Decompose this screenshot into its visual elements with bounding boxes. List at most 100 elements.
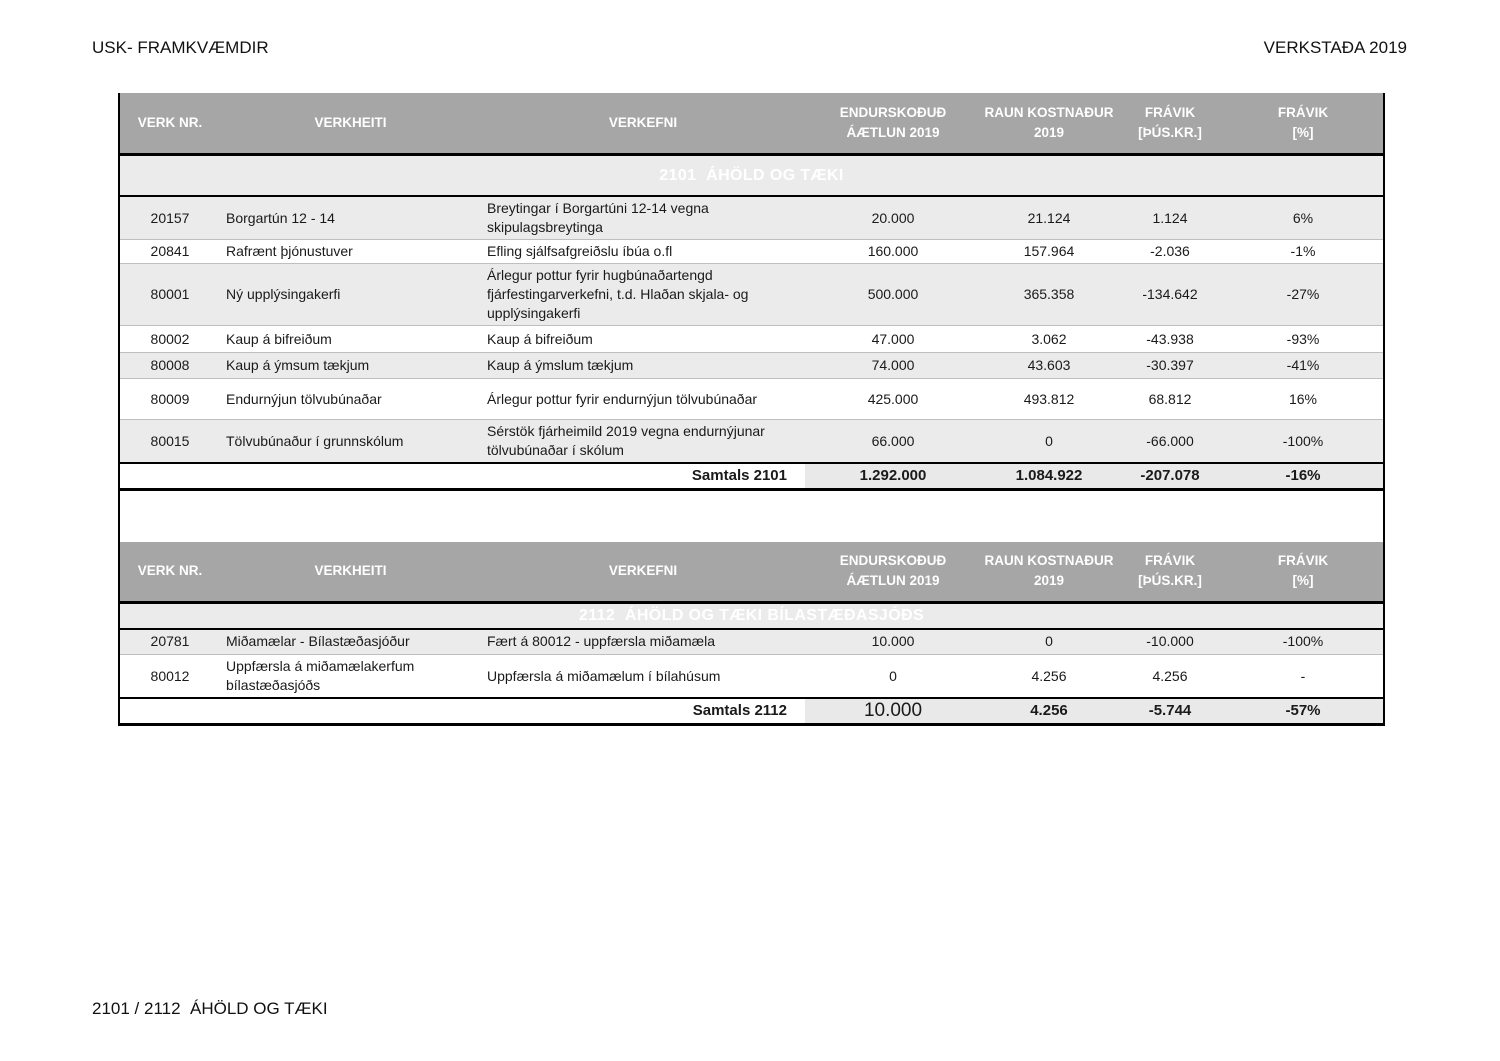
cell-fravik-pct: -93% [1223,325,1383,353]
col-header-raun: RAUN KOSTNAÐUR 2019 [981,541,1117,604]
totals-fravik-pct: -57% [1223,697,1383,726]
cell-verkheiti: Ný upplýsingakerfi [220,263,481,326]
cell-fravik-kr: -10.000 [1117,628,1223,655]
cell-verk-nr: 80001 [120,263,220,326]
table-2101: 2101 ÁHÖLD OG TÆKI VERK NR. VERKHEITI VE… [120,93,1383,491]
col-header-fravik-kr: FRÁVIK [ÞÚS.KR.] [1117,541,1223,604]
cell-aetlun: 500.000 [805,263,981,326]
cell-fravik-pct: 16% [1223,378,1383,420]
cell-verk-nr: 80012 [120,654,220,698]
cell-raun: 493.812 [981,378,1117,420]
cell-fravik-pct: -100% [1223,419,1383,463]
cell-raun: 21.124 [981,196,1117,240]
col-header-fravik-pct: FRÁVIK [%] [1223,541,1383,604]
totals-raun: 1.084.922 [981,462,1117,491]
cell-aetlun: 10.000 [805,628,981,655]
table-title-2112: 2112 ÁHÖLD OG TÆKI BÍLASTÆÐASJÓÐS [120,602,1383,630]
cell-verk-nr: 80008 [120,352,220,379]
header-right-title: VERKSTAÐA 2019 [1263,38,1407,57]
table-row: 80008 Kaup á ýmsum tækjum Kaup á ýmslum tæ… [120,352,1383,379]
col-header-aetlun: ENDURSKOÐUÐ ÁÆTLUN 2019 [805,93,981,156]
cell-verkheiti: Uppfærsla á miðamælakerfum bílastæðasjóð… [220,654,481,698]
cell-fravik-kr: 4.256 [1117,654,1223,698]
cell-fravik-kr: 68.812 [1117,378,1223,420]
table-row: 80012 Uppfærsla á miðamælakerfum bílastæð… [120,654,1383,698]
col-header-fravik-pct: FRÁVIK [%] [1223,93,1383,156]
cell-verkefni: Fært á 80012 - uppfærsla miðamæla [481,628,805,655]
table-row: 20157 Borgartún 12 - 14 Breytingar í Borga… [120,196,1383,240]
col-header-verkefni: VERKEFNI [481,93,805,156]
cell-verkheiti: Kaup á ýmsum tækjum [220,352,481,379]
cell-fravik-pct: -27% [1223,263,1383,326]
header-left-title: USK- FRAMKVÆMDIR [92,38,269,57]
table-row: 80009 Endurnýjun tölvubúnaðar Árlegur pott… [120,378,1383,420]
col-header-verkheiti: VERKHEITI [220,93,481,156]
cell-verk-nr: 80015 [120,419,220,463]
col-header-raun: RAUN KOSTNAÐUR 2019 [981,93,1117,156]
tables-container: 2101 ÁHÖLD OG TÆKI VERK NR. VERKHEITI VE… [118,93,1385,726]
cell-verk-nr: 20841 [120,239,220,264]
table-title-2101: 2101 ÁHÖLD OG TÆKI [120,154,1383,197]
cell-aetlun: 20.000 [805,196,981,240]
cell-raun: 0 [981,628,1117,655]
cell-verkefni: Uppfærsla á miðamælum í bílahúsum [481,654,805,698]
totals-fravik-kr: -207.078 [1117,462,1223,491]
totals-fravik-pct: -16% [1223,462,1383,491]
totals-label: Samtals 2112 [120,697,805,726]
cell-verkheiti: Tölvubúnaður í grunnskólum [220,419,481,463]
table-header-2112: VERK NR. VERKHEITI VERKEFNI ENDURSKOÐUÐ … [120,541,1383,604]
table-row: 80015 Tölvubúnaður í grunnskólum Sérstök f… [120,419,1383,463]
cell-raun: 157.964 [981,239,1117,264]
cell-fravik-kr: -66.000 [1117,419,1223,463]
table-header-2101: VERK NR. VERKHEITI VERKEFNI ENDURSKOÐUÐ … [120,93,1383,156]
cell-verkefni: Árlegur pottur fyrir hugbúnaðartengd fjá… [481,263,805,326]
table-2112: 2112 ÁHÖLD OG TÆKI BÍLASTÆÐASJÓÐS VERK N… [120,541,1383,726]
cell-raun: 43.603 [981,352,1117,379]
table-row: 20841 Rafrænt þjónustuver Efling sjálfsafg… [120,239,1383,264]
tables-spacer [120,490,1383,542]
cell-raun: 0 [981,419,1117,463]
cell-aetlun: 74.000 [805,352,981,379]
col-header-fravik-kr: FRÁVIK [ÞÚS.KR.] [1117,93,1223,156]
cell-fravik-kr: -30.397 [1117,352,1223,379]
page-footer-label: 2101 / 2112 ÁHÖLD OG TÆKI [92,999,328,1018]
cell-verkefni: Kaup á bifreiðum [481,325,805,353]
cell-verkheiti: Endurnýjun tölvubúnaðar [220,378,481,420]
cell-fravik-kr: -134.642 [1117,263,1223,326]
cell-verkefni: Efling sjálfsafgreiðslu íbúa o.fl [481,239,805,264]
cell-verkefni: Árlegur pottur fyrir endurnýjun tölvubún… [481,378,805,420]
cell-aetlun: 0 [805,654,981,698]
cell-raun: 3.062 [981,325,1117,353]
cell-verkheiti: Kaup á bifreiðum [220,325,481,353]
table-title-row: 2112 ÁHÖLD OG TÆKI BÍLASTÆÐASJÓÐS [120,602,1383,630]
cell-aetlun: 66.000 [805,419,981,463]
totals-fravik-kr: -5.744 [1117,697,1223,726]
cell-aetlun: 160.000 [805,239,981,264]
cell-verkefni: Breytingar í Borgartúni 12-14 vegna skip… [481,196,805,240]
cell-verk-nr: 20157 [120,196,220,240]
cell-verk-nr: 80002 [120,325,220,353]
cell-fravik-kr: 1.124 [1117,196,1223,240]
cell-verkefni: Kaup á ýmslum tækjum [481,352,805,379]
col-header-verk-nr: VERK NR. [120,541,220,604]
cell-fravik-kr: -43.938 [1117,325,1223,353]
cell-verk-nr: 20781 [120,628,220,655]
table-row: 20781 Miðamælar - Bílastæðasjóður Fært á 8… [120,628,1383,655]
col-header-verkefni: VERKEFNI [481,541,805,604]
table-body-2112: 20781 Miðamælar - Bílastæðasjóður Fært á 8… [120,628,1383,698]
cell-verkheiti: Miðamælar - Bílastæðasjóður [220,628,481,655]
table-row: 80001 Ný upplýsingakerfi Árlegur pottur fy… [120,263,1383,326]
totals-aetlun: 1.292.000 [805,462,981,491]
cell-verk-nr: 80009 [120,378,220,420]
col-header-verk-nr: VERK NR. [120,93,220,156]
cell-verkheiti: Borgartún 12 - 14 [220,196,481,240]
cell-fravik-pct: -1% [1223,239,1383,264]
cell-fravik-pct: - [1223,654,1383,698]
totals-row-2101: Samtals 2101 1.292.000 1.084.922 -207.07… [120,462,1383,491]
cell-fravik-kr: -2.036 [1117,239,1223,264]
cell-fravik-pct: -100% [1223,628,1383,655]
table-row: 80002 Kaup á bifreiðum Kaup á bifreiðum 47.… [120,325,1383,353]
cell-fravik-pct: 6% [1223,196,1383,240]
table-body-2101: 20157 Borgartún 12 - 14 Breytingar í Borga… [120,196,1383,463]
totals-label: Samtals 2101 [120,462,805,491]
